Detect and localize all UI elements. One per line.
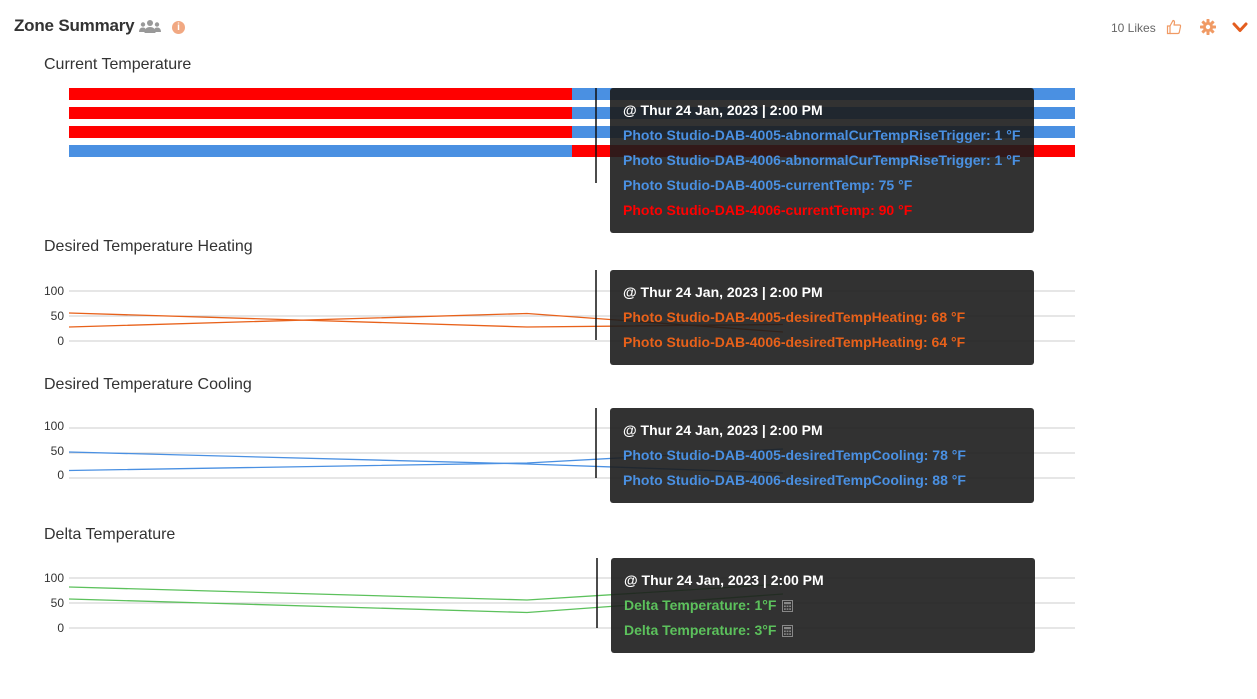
chevron-down-icon[interactable]	[1232, 21, 1248, 39]
tooltip-line: Photo Studio-DAB-4006-desiredTempCooling…	[623, 472, 966, 488]
desired-heating-title: Desired Temperature Heating	[44, 238, 253, 255]
tooltip-timestamp: @ Thur 24 Jan, 2023 | 2:00 PM	[623, 284, 823, 300]
status-bar-segment	[69, 145, 572, 157]
y-tick-label: 50	[51, 444, 65, 458]
tooltip-line: Delta Temperature: 3°F	[624, 622, 1022, 647]
tooltip-line: Photo Studio-DAB-4006-desiredTempHeating…	[623, 334, 966, 350]
tooltip-line: Photo Studio-DAB-4005-abnormalCurTempRis…	[623, 127, 1021, 143]
panel-header: Zone Summary i 10 Likes	[0, 0, 1257, 56]
tooltip-line: Photo Studio-DAB-4005-currentTemp: 75 °F	[623, 177, 913, 193]
tooltip-timestamp: @ Thur 24 Jan, 2023 | 2:00 PM	[623, 102, 823, 118]
tooltip-line: Delta Temperature: 1°F	[624, 597, 1022, 622]
tooltip-delta-temperature: @ Thur 24 Jan, 2023 | 2:00 PM Delta Temp…	[611, 558, 1035, 653]
tooltip-timestamp: @ Thur 24 Jan, 2023 | 2:00 PM	[623, 422, 823, 438]
status-bar-segment	[69, 107, 572, 119]
calculator-icon	[782, 624, 794, 640]
tooltip-line: Photo Studio-DAB-4005-desiredTempHeating…	[623, 309, 966, 325]
tooltip-timestamp: @ Thur 24 Jan, 2023 | 2:00 PM	[624, 572, 824, 588]
likes-count: 10 Likes	[1111, 21, 1156, 35]
tooltip-desired-cooling: @ Thur 24 Jan, 2023 | 2:00 PM Photo Stud…	[610, 408, 1034, 503]
y-tick-label: 100	[44, 284, 64, 298]
tooltip-current-temperature: @ Thur 24 Jan, 2023 | 2:00 PM Photo Stud…	[610, 88, 1034, 233]
tooltip-line-text: Delta Temperature: 1°F	[624, 597, 777, 613]
tooltip-line: Photo Studio-DAB-4006-abnormalCurTempRis…	[623, 152, 1021, 168]
y-tick-label: 0	[57, 468, 64, 482]
page-title: Zone Summary	[14, 16, 135, 35]
status-bar-segment	[69, 88, 572, 100]
desired-cooling-title: Desired Temperature Cooling	[44, 376, 252, 393]
thumbs-up-icon[interactable]	[1166, 19, 1182, 40]
tooltip-desired-heating: @ Thur 24 Jan, 2023 | 2:00 PM Photo Stud…	[610, 270, 1034, 365]
y-tick-label: 0	[57, 621, 64, 635]
info-icon[interactable]: i	[172, 21, 185, 34]
tooltip-line-text: Delta Temperature: 3°F	[624, 622, 777, 638]
y-tick-label: 50	[51, 596, 65, 610]
y-tick-label: 0	[57, 334, 64, 348]
y-tick-label: 50	[51, 309, 65, 323]
group-icon[interactable]	[139, 19, 161, 40]
y-tick-label: 100	[44, 571, 64, 585]
y-tick-label: 100	[44, 419, 64, 433]
tooltip-line: Photo Studio-DAB-4005-desiredTempCooling…	[623, 447, 966, 463]
current-temperature-title: Current Temperature	[44, 56, 192, 73]
status-bar-segment	[69, 126, 572, 138]
delta-temperature-title: Delta Temperature	[44, 526, 176, 543]
gear-icon[interactable]	[1200, 19, 1216, 40]
calculator-icon	[782, 599, 794, 615]
tooltip-line: Photo Studio-DAB-4006-currentTemp: 90 °F	[623, 202, 913, 218]
